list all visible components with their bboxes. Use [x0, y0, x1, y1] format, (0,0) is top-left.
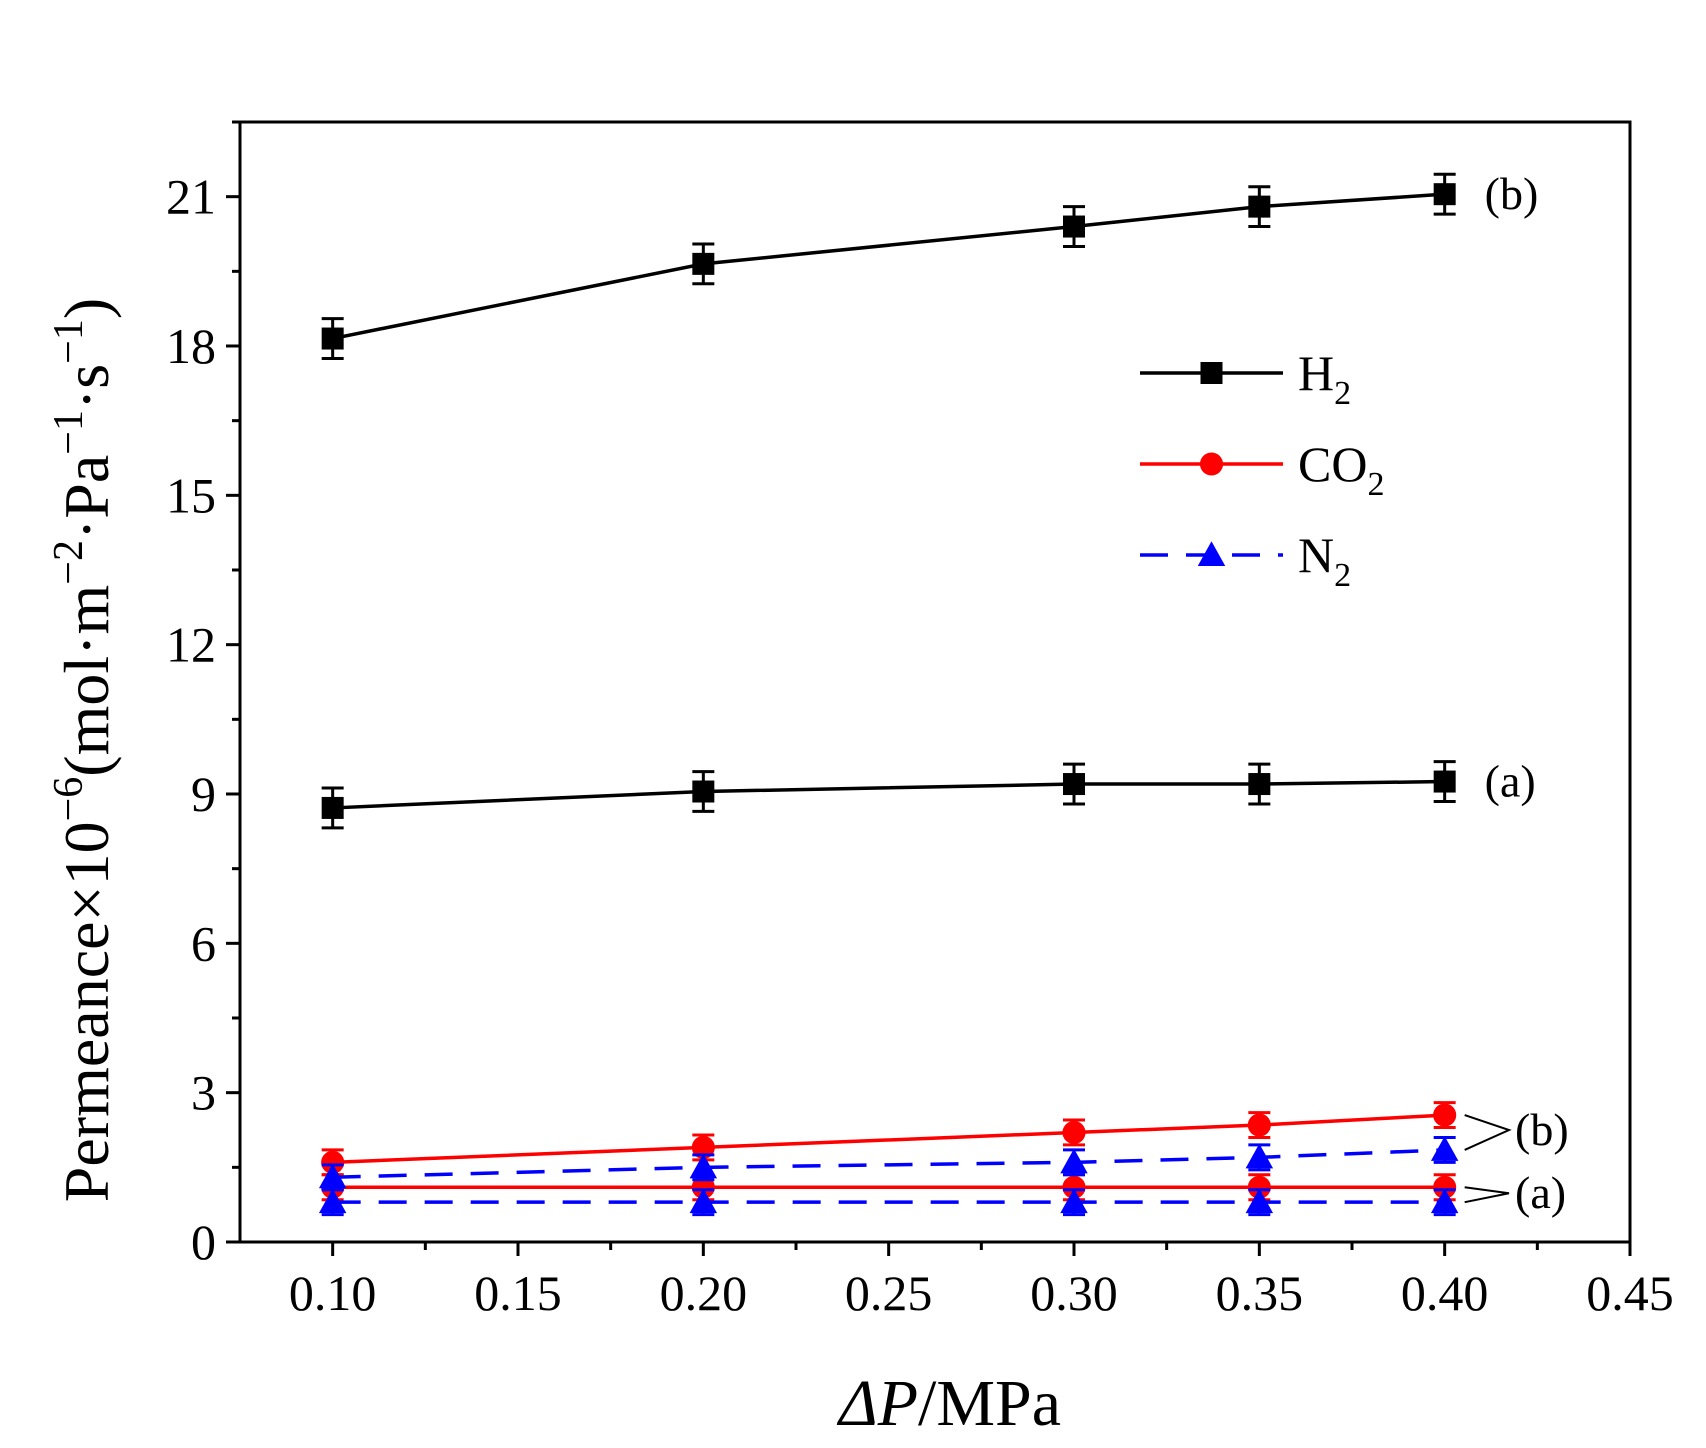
y-tick-label: 12: [166, 617, 216, 673]
annotation-h2-b: (b): [1485, 168, 1539, 219]
annotation-h2-a: (a): [1485, 756, 1536, 807]
data-point: [1062, 1175, 1086, 1199]
data-point: [1245, 1143, 1274, 1169]
annotations: (b) (a) (b) (a): [1464, 168, 1569, 1218]
y-tick-label: 18: [166, 318, 216, 374]
x-tick-label: 0.10: [289, 1265, 377, 1321]
data-point: [691, 1175, 715, 1199]
legend-label-sub: 2: [1367, 466, 1384, 503]
data-point: [689, 1153, 718, 1179]
data-point: [1433, 1103, 1457, 1127]
data-point: [1062, 1120, 1086, 1145]
y-axis-title-mid2: ·Pa: [51, 455, 122, 540]
legend-label-sub: 2: [1334, 375, 1351, 412]
data-point: [1248, 773, 1271, 796]
data-point: [1063, 773, 1085, 796]
legend-label: H2: [1298, 345, 1351, 412]
legend-marker: [1199, 452, 1224, 476]
legend-label: N2: [1298, 527, 1351, 594]
leader-a: [1464, 1186, 1510, 1204]
axes-layer: 0.10 0.15 0.20 0.25 0.30 0.35 0.40 0.45 0 3 6 9 12 15…: [166, 120, 1674, 1321]
data-point: [318, 1188, 347, 1214]
legend-label: CO2: [1298, 436, 1384, 503]
y-axis-title-end: ): [51, 298, 122, 319]
y-tick-label: 6: [191, 915, 216, 971]
legend-label-base: CO: [1298, 436, 1367, 492]
legend-marker: [1197, 541, 1226, 566]
y-axis-title: Permeance×10−6(mol·m−2·Pa−1·s−1): [46, 298, 122, 1202]
data-point: [1060, 1188, 1088, 1214]
y-axis-title-mid1: (mol·m: [51, 585, 122, 777]
y-axis-title-exp1: −6: [46, 777, 92, 822]
x-axis-title-prefix: ΔP: [836, 1367, 918, 1440]
annotation-low-a: (a): [1515, 1167, 1566, 1218]
y-tick-label: 0: [191, 1214, 216, 1270]
leader-b: [1464, 1114, 1512, 1151]
y-tick-label: 21: [166, 169, 216, 225]
plot-frame: [238, 120, 1632, 1244]
data-point: [1430, 1188, 1459, 1214]
data-point: [1430, 1136, 1459, 1161]
data-point: [692, 780, 715, 803]
x-axis-title-suffix: /MPa: [918, 1367, 1061, 1440]
series-co2-b: [321, 1101, 1457, 1177]
data-point: [689, 1188, 718, 1214]
y-axis-title-exp4: −1: [46, 319, 92, 364]
data-point: [1433, 183, 1456, 206]
y-tick-label: 3: [191, 1065, 216, 1121]
x-axis-title: ΔP/MPa: [836, 1367, 1061, 1440]
x-tick-label: 0.35: [1216, 1265, 1304, 1321]
data-point: [318, 1163, 347, 1189]
x-tick-label: 0.30: [1030, 1265, 1118, 1321]
y-axis-title-mid3: ·s: [51, 364, 122, 410]
data-point: [321, 327, 344, 350]
data-point: [1247, 1175, 1271, 1199]
x-tick-label: 0.20: [660, 1265, 748, 1321]
data-point: [1248, 195, 1271, 218]
x-tick-label: 0.15: [474, 1265, 562, 1321]
legend-label-base: N: [1298, 527, 1334, 583]
data-point: [321, 1150, 345, 1174]
series-line: [332, 192, 1445, 341]
y-tick-label: 9: [191, 766, 216, 822]
x-tick-label: 0.40: [1401, 1265, 1489, 1321]
series-h2-b: [321, 172, 1456, 360]
series-n2-a: [318, 1188, 1459, 1217]
annotation-low-b: (b): [1515, 1104, 1569, 1155]
data-point: [1433, 1175, 1457, 1199]
legend-marker: [1200, 362, 1223, 384]
y-tick-label: 15: [166, 467, 216, 523]
series-co2-a: [321, 1173, 1457, 1202]
x-tick-label: 0.45: [1586, 1265, 1674, 1321]
y-axis-title-exp3: −1: [46, 410, 92, 455]
data-point: [691, 1135, 715, 1159]
legend-label-sub: 2: [1334, 557, 1351, 594]
data-point: [1247, 1113, 1271, 1137]
data-point: [1060, 1148, 1088, 1174]
y-axis-title-exp2: −2: [46, 540, 92, 585]
data-point: [1433, 770, 1456, 793]
series-n2-b: [318, 1135, 1459, 1192]
x-tick-label: 0.25: [845, 1265, 933, 1321]
series-line: [332, 779, 1445, 810]
series-layer: [318, 172, 1459, 1217]
data-point: [1063, 215, 1085, 238]
data-point: [692, 252, 715, 275]
data-point: [1245, 1188, 1274, 1214]
data-point: [321, 796, 344, 819]
legend-label-base: H: [1298, 345, 1334, 401]
series-h2-a: [321, 760, 1456, 830]
y-axis-title-main: Permeance×10: [51, 821, 122, 1202]
